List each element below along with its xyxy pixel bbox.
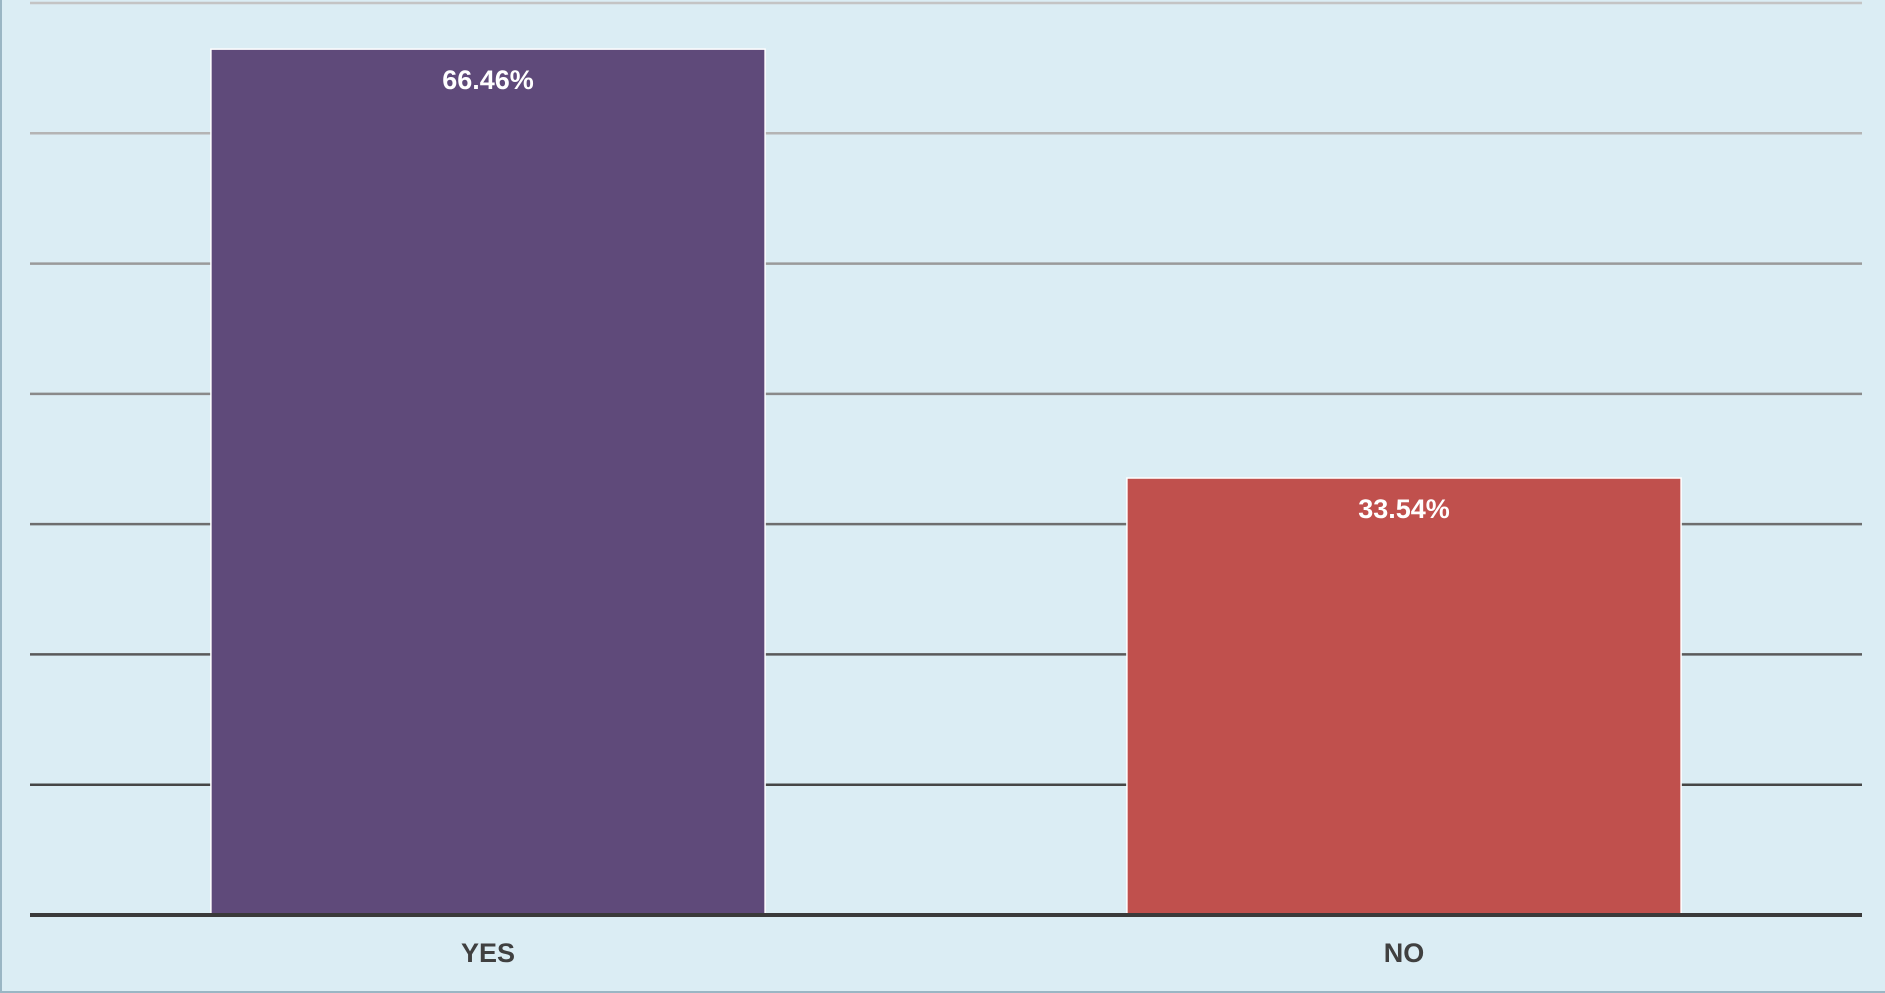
x-tick-label-no: NO	[1384, 938, 1425, 968]
data-label-yes: 66.46%	[442, 65, 534, 95]
bar-no	[1126, 477, 1682, 916]
bar-yes	[210, 48, 766, 916]
data-label-no: 33.54%	[1358, 494, 1450, 524]
x-tick-label-yes: YES	[461, 938, 515, 968]
